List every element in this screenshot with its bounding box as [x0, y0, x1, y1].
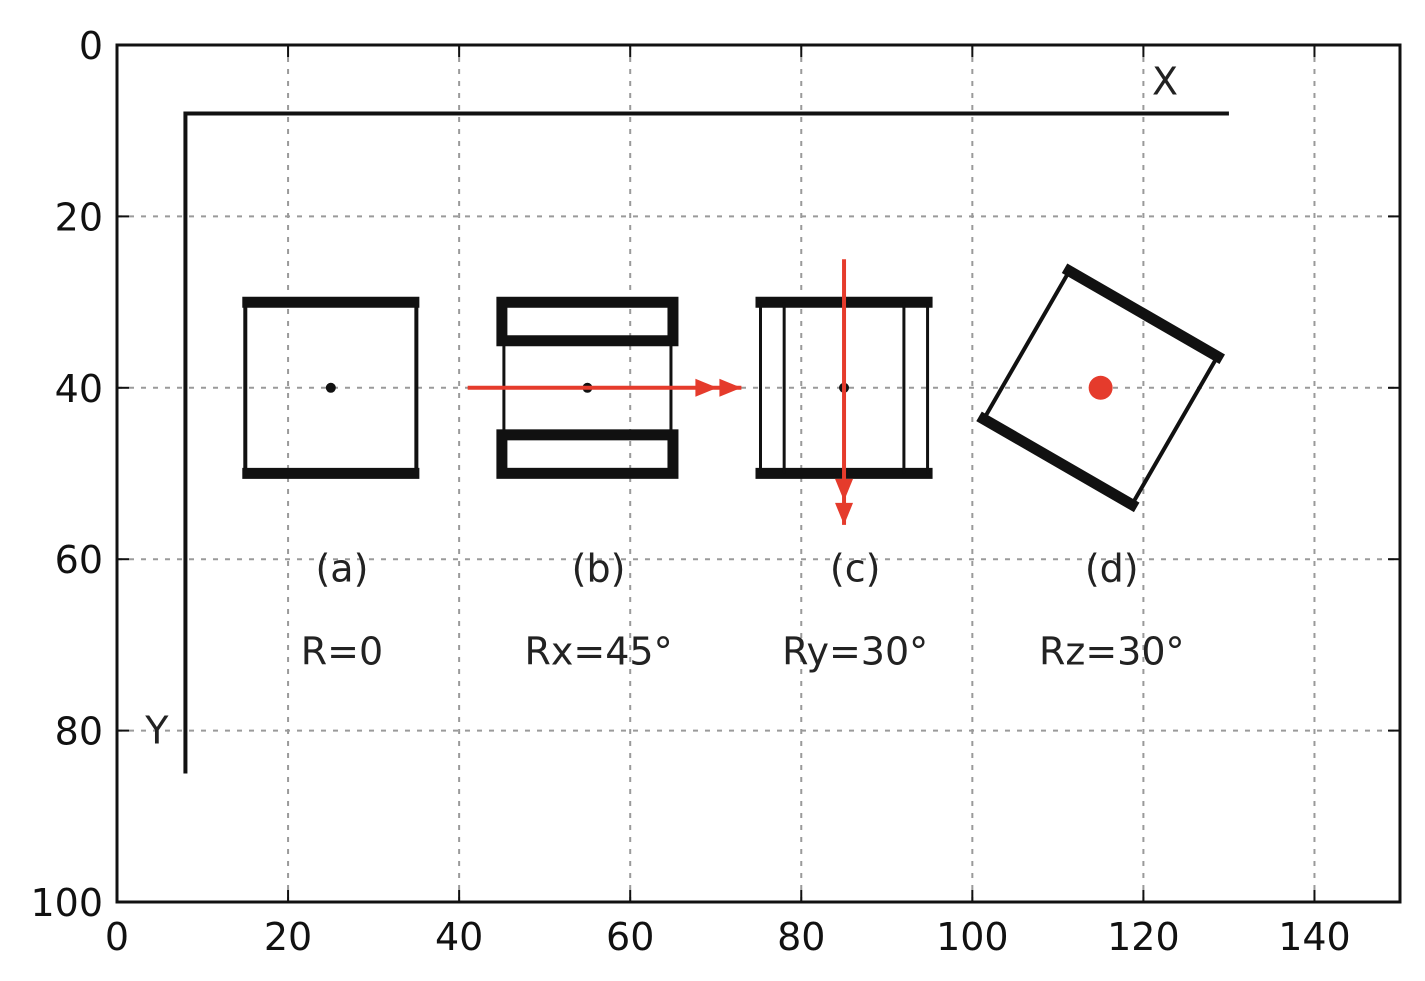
- panel-label: (c): [830, 546, 881, 590]
- center-dot: [325, 382, 336, 393]
- square-top-edge: [1061, 263, 1225, 365]
- y-tick-label: 60: [55, 538, 103, 582]
- rotation-label: Ry=30°: [782, 630, 928, 674]
- drawn-xy-axes: XY: [144, 60, 1229, 774]
- y-tick-label: 80: [55, 710, 103, 754]
- tilted-top-face: [496, 296, 679, 347]
- arrow-head-second: [695, 378, 718, 397]
- x-tick-label: 20: [264, 915, 312, 959]
- y-tick-label: 100: [30, 881, 103, 925]
- rotation-axis-arrow-2: [835, 259, 854, 525]
- arrow-head: [719, 378, 742, 397]
- plot-frame: [115, 43, 1402, 904]
- x-tick-label: 0: [105, 915, 129, 959]
- annotations: (a) R=0 (b) Rx=45° (c) Ry=30° (d) Rz=30°: [301, 546, 1185, 673]
- rotation-axis-dot: [1088, 375, 1113, 400]
- axis-ticks: 0 20 40 60 80 100 120 140 0 20 40 60 80 100: [30, 24, 1400, 959]
- panel-label: (a): [315, 546, 368, 590]
- tilted-bottom-face: [496, 429, 679, 479]
- rotation-label: Rx=45°: [525, 630, 673, 674]
- grid: [117, 45, 1400, 902]
- rotation-axes: [467, 259, 854, 525]
- panels: [242, 263, 1225, 513]
- xy-axis-lines: [183, 111, 1229, 774]
- x-tick-label: 140: [1278, 915, 1351, 959]
- x-tick-label: 100: [936, 915, 1009, 959]
- y-tick-label: 40: [55, 367, 103, 411]
- x-tick-label: 60: [606, 915, 654, 959]
- x-tick-label: 120: [1107, 915, 1180, 959]
- rotation-label: R=0: [301, 630, 383, 674]
- panel-1: [242, 296, 420, 479]
- panel-label: (b): [572, 546, 626, 590]
- y-tick-label: 0: [79, 24, 103, 68]
- square-left-edge: [982, 269, 1072, 421]
- panel-label: (d): [1085, 546, 1139, 590]
- y-tick-label: 20: [55, 195, 103, 239]
- arrow-head-second: [835, 478, 854, 501]
- x-tick-label: 80: [777, 915, 825, 959]
- x-axis-label: X: [1152, 60, 1178, 104]
- panel-4: [976, 263, 1225, 513]
- rotation-axis-arrow-1: [467, 378, 742, 397]
- y-axis-label: Y: [144, 708, 169, 752]
- square-right-edge: [1130, 355, 1220, 506]
- rotation-label: Rz=30°: [1039, 630, 1185, 674]
- arrow-head: [835, 502, 854, 525]
- square-bottom-edge: [976, 411, 1140, 513]
- x-tick-label: 40: [435, 915, 483, 959]
